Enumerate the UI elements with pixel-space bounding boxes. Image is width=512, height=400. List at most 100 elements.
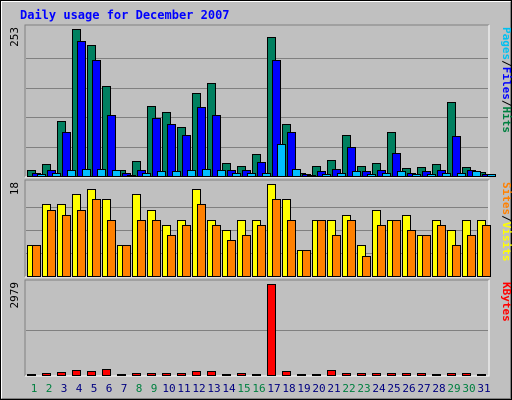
scale-label-hits: 253 <box>8 27 21 47</box>
bar-sites-day-5 <box>92 199 101 277</box>
series-sites <box>32 199 491 277</box>
day-label-13: 13 <box>207 382 220 395</box>
bar-kbytes-day-11 <box>177 373 186 376</box>
bar-sites-day-1 <box>32 245 41 277</box>
day-label-18: 18 <box>282 382 295 395</box>
legend-entry: Hits <box>500 107 512 134</box>
bar-sites-day-28 <box>437 225 446 277</box>
bar-kbytes-day-24 <box>372 373 381 376</box>
bar-pages-day-1 <box>37 174 46 177</box>
panel-visits: 18 Sites/Visits <box>8 179 512 278</box>
bar-pages-day-9 <box>157 171 166 177</box>
bar-kbytes-day-27 <box>417 373 426 376</box>
day-label-28: 28 <box>432 382 445 395</box>
legend-hits: Pages/Files/Hits <box>500 27 512 133</box>
bar-kbytes-day-15 <box>237 373 246 376</box>
bar-kbytes-day-25 <box>387 373 396 376</box>
bar-hits-day-8 <box>132 161 141 177</box>
legend-entry: / <box>500 100 512 107</box>
day-label-21: 21 <box>327 382 340 395</box>
legend-entry: Pages <box>500 27 512 60</box>
bar-files-day-12 <box>197 107 206 177</box>
bar-sites-day-11 <box>182 225 191 277</box>
bar-kbytes-day-31 <box>477 374 486 376</box>
bar-files-day-25 <box>392 153 401 177</box>
series-kbytes <box>27 284 486 376</box>
day-label-30: 30 <box>462 382 475 395</box>
day-label-9: 9 <box>151 382 158 395</box>
x-axis-day-labels: 1 2 3 4 5 6 7 8 9 10 11 12 13 14 15 16 17 18 19 20 21 22 23 24 2… <box>31 382 491 395</box>
day-label-5: 5 <box>91 382 98 395</box>
bar-pages-day-19 <box>307 175 316 177</box>
bar-sites-day-30 <box>467 235 476 277</box>
bar-kbytes-day-16 <box>252 374 261 376</box>
day-label-1: 1 <box>31 382 38 395</box>
bar-sites-day-3 <box>62 215 71 277</box>
legend-entry: Files <box>500 67 512 100</box>
bar-files-day-5 <box>92 60 101 177</box>
bar-kbytes-day-28 <box>432 374 441 376</box>
bar-pages-day-7 <box>127 175 136 177</box>
bar-pages-day-8 <box>142 173 151 177</box>
bar-pages-day-24 <box>382 173 391 177</box>
bar-pages-day-26 <box>412 174 421 177</box>
bar-kbytes-day-9 <box>147 373 156 376</box>
bar-sites-day-23 <box>362 256 371 277</box>
legend-entry: Sites <box>500 182 512 215</box>
bar-kbytes-day-3 <box>57 372 66 376</box>
bar-pages-day-30 <box>472 171 481 177</box>
bar-pages-day-12 <box>202 169 211 177</box>
bar-sites-day-13 <box>212 225 221 277</box>
bar-pages-day-27 <box>427 174 436 177</box>
day-label-31: 31 <box>477 382 490 395</box>
bar-pages-day-14 <box>232 173 241 177</box>
day-label-16: 16 <box>252 382 265 395</box>
bar-pages-day-5 <box>97 169 106 177</box>
series-pages <box>37 144 496 177</box>
bar-pages-day-4 <box>82 169 91 177</box>
bar-kbytes-day-5 <box>87 371 96 376</box>
bar-kbytes-day-14 <box>222 374 231 376</box>
bar-pages-day-22 <box>352 171 361 177</box>
panel-border-shadow <box>24 24 489 177</box>
scale-label-visits: 18 <box>8 182 21 195</box>
bar-sites-day-29 <box>452 245 461 277</box>
day-label-22: 22 <box>342 382 355 395</box>
day-label-8: 8 <box>136 382 143 395</box>
bar-sites-day-25 <box>392 220 401 277</box>
day-label-17: 17 <box>267 382 280 395</box>
bar-kbytes-day-20 <box>312 374 321 376</box>
bar-sites-day-4 <box>77 210 86 277</box>
bar-pages-day-25 <box>397 171 406 177</box>
day-label-15: 15 <box>237 382 250 395</box>
legend-entry: / <box>500 215 512 222</box>
bar-files-day-16 <box>257 162 266 177</box>
legend-entry: Visits <box>500 222 512 262</box>
bar-pages-day-3 <box>67 170 76 177</box>
panel-hits: 253 Pages/Files/Hits <box>8 24 512 178</box>
bar-files-day-18 <box>287 132 296 177</box>
day-label-2: 2 <box>46 382 53 395</box>
day-label-27: 27 <box>417 382 430 395</box>
day-label-3: 3 <box>61 382 68 395</box>
legend-visits: Sites/Visits <box>500 182 512 262</box>
bar-files-day-6 <box>107 115 116 177</box>
bar-pages-day-6 <box>112 170 121 177</box>
bar-kbytes-day-1 <box>27 374 36 376</box>
bar-sites-day-14 <box>227 240 236 277</box>
bar-pages-day-15 <box>247 173 256 177</box>
panel-kbytes: 2979 KBytes <box>8 279 512 377</box>
day-label-4: 4 <box>76 382 83 395</box>
bar-sites-day-22 <box>347 220 356 277</box>
bar-sites-day-18 <box>287 220 296 277</box>
bar-sites-day-31 <box>482 225 491 277</box>
day-label-23: 23 <box>357 382 370 395</box>
bar-kbytes-day-22 <box>342 373 351 376</box>
day-label-25: 25 <box>387 382 400 395</box>
bar-kbytes-day-13 <box>207 371 216 376</box>
bar-files-day-17 <box>272 60 281 177</box>
bar-sites-day-24 <box>377 225 386 277</box>
bar-kbytes-day-7 <box>117 374 126 376</box>
day-label-26: 26 <box>402 382 415 395</box>
